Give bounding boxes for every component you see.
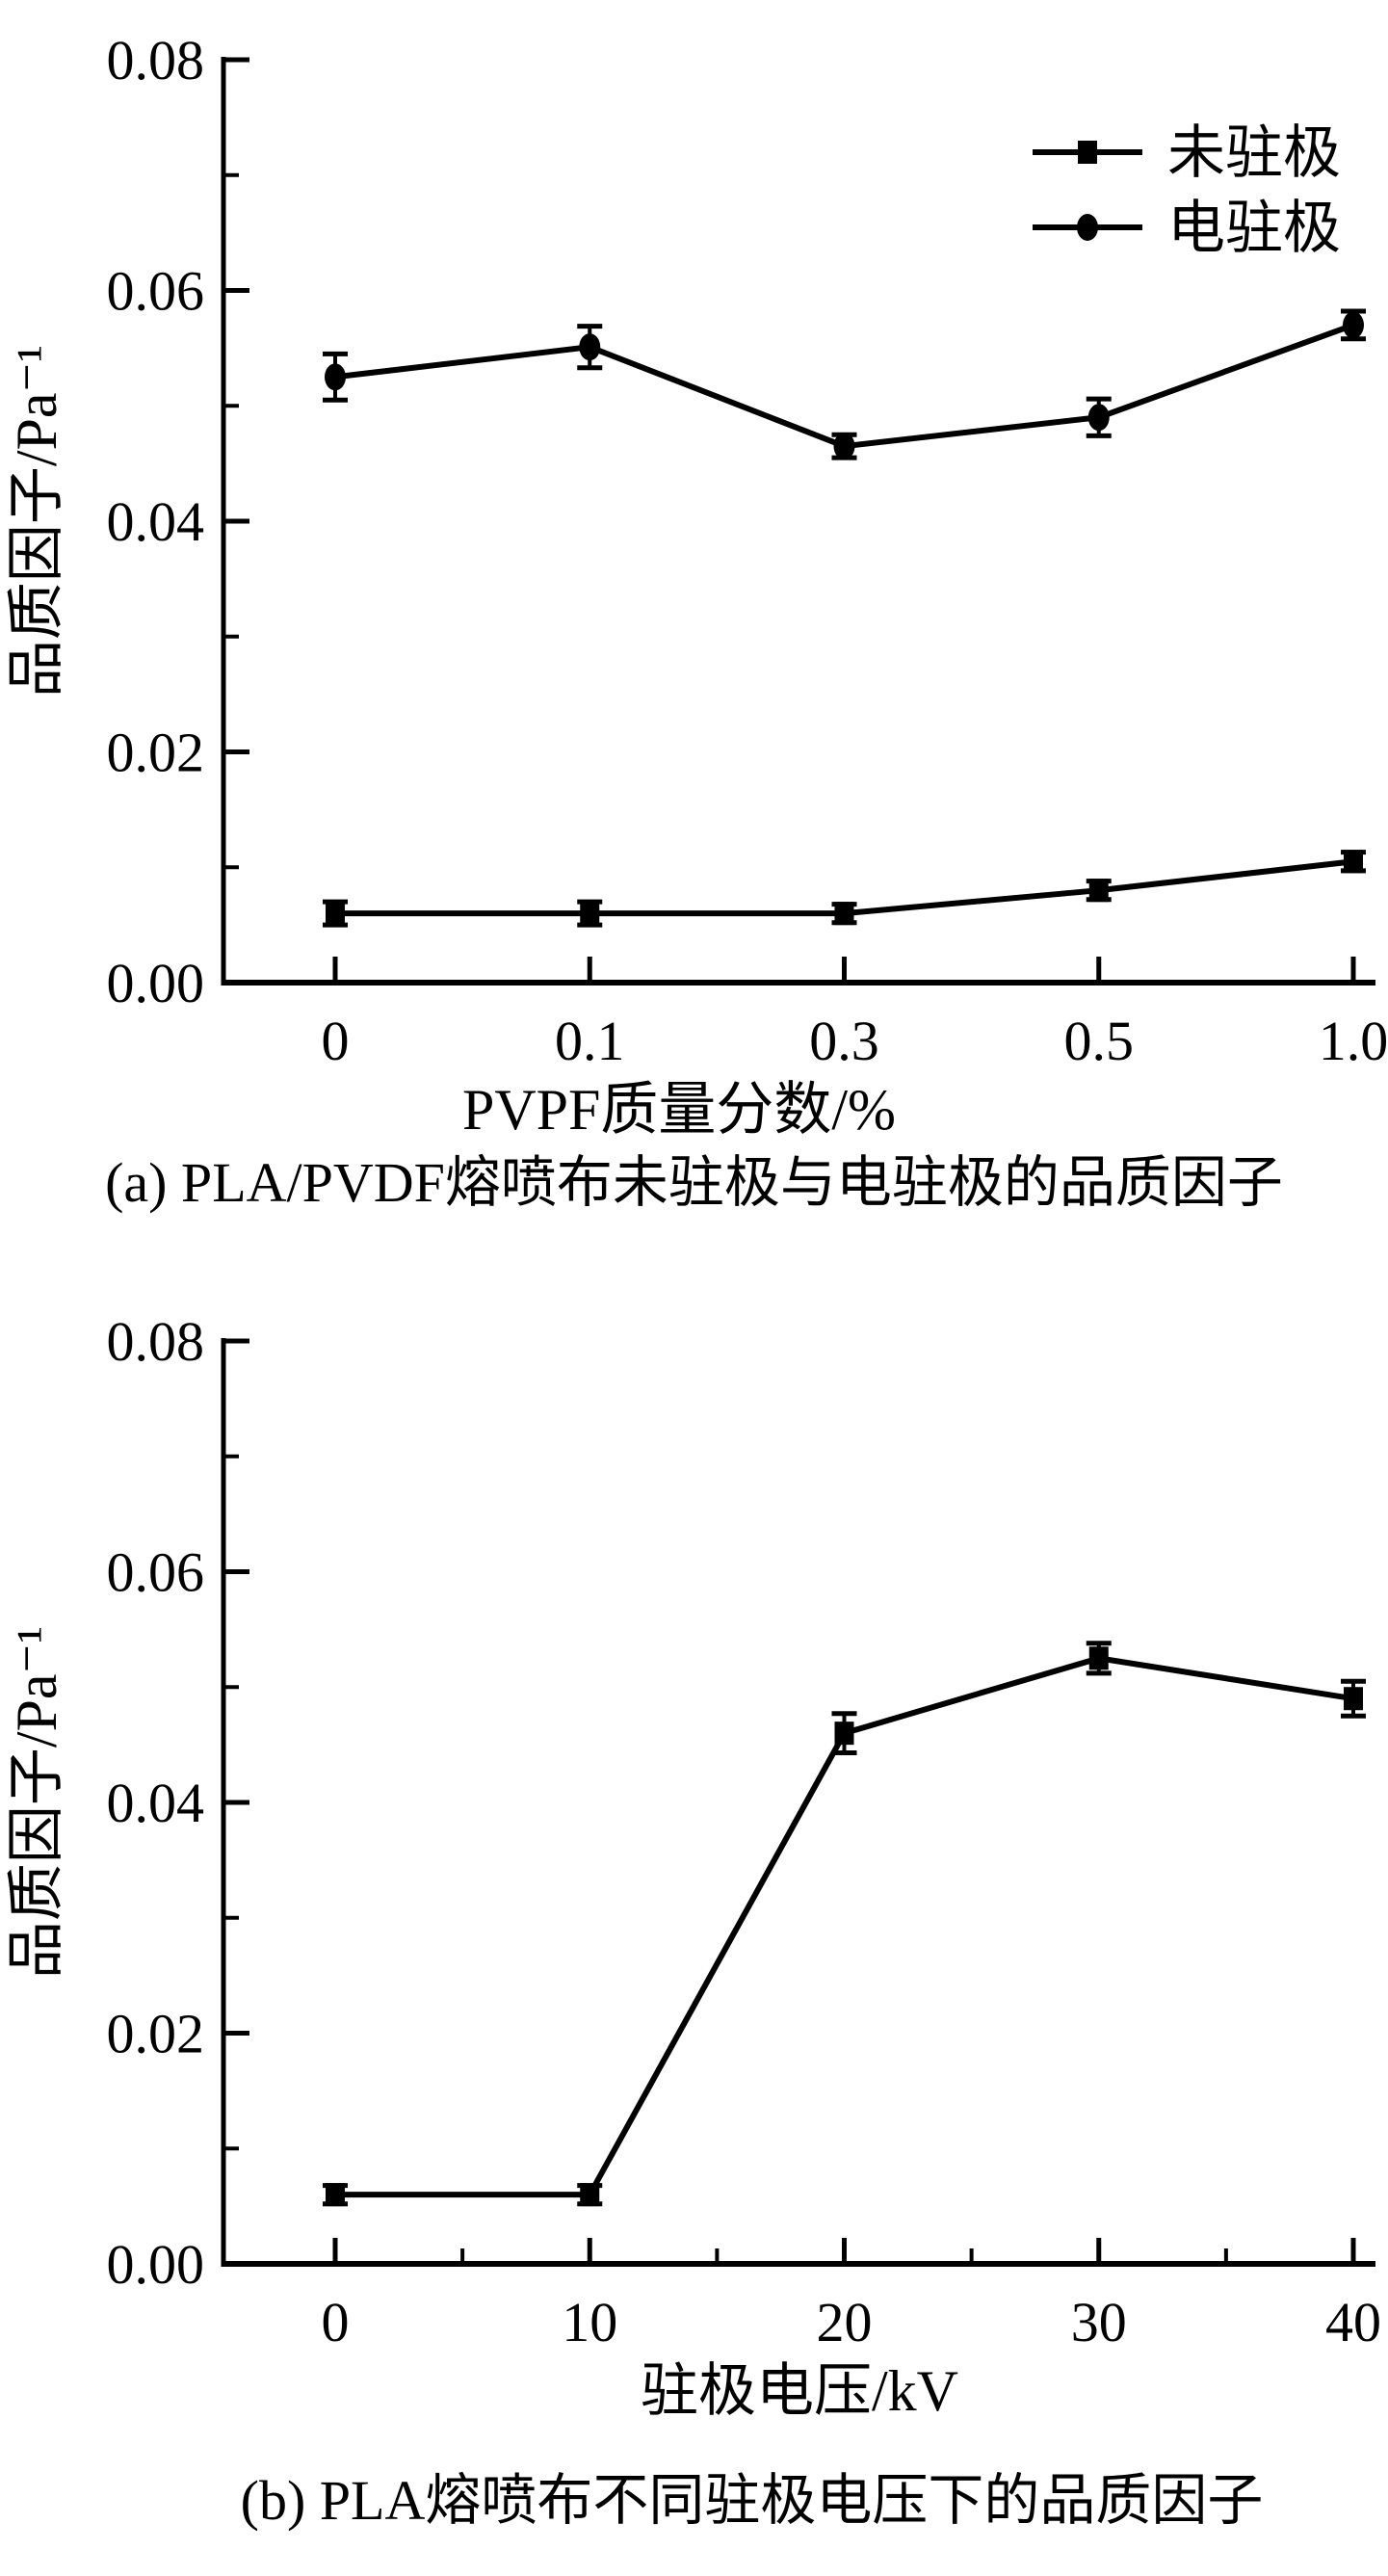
y-tick-label: 0.04 <box>107 1772 205 1834</box>
legend-circle-marker <box>1077 214 1098 241</box>
legend-label: 电驻极 <box>1167 197 1341 260</box>
square-marker <box>326 2183 345 2207</box>
y-tick-label: 0.08 <box>107 29 205 92</box>
y-axis-title: 品质因子/Pa⁻¹ <box>5 345 68 697</box>
x-tick-label: 10 <box>562 2291 617 2353</box>
square-marker <box>580 2183 600 2207</box>
x-tick-label: 0 <box>322 1010 350 1072</box>
x-tick-label: 0.3 <box>809 1010 879 1072</box>
x-tick-label: 1.0 <box>1319 1010 1388 1072</box>
x-tick-label: 0 <box>322 2291 350 2353</box>
square-marker <box>1088 1646 1109 1670</box>
y-tick-label: 0.02 <box>107 2003 205 2065</box>
circle-marker <box>833 433 855 460</box>
y-tick-label: 0.00 <box>107 2233 205 2296</box>
chart-b-caption: (b) PLA熔喷布不同驻极电压下的品质因子 <box>240 2469 1264 2532</box>
legend-square-marker <box>1078 141 1097 164</box>
x-tick-label: 40 <box>1325 2291 1381 2353</box>
y-tick-label: 0.02 <box>107 722 205 784</box>
x-axis-title: PVPF质量分数/% <box>462 1078 896 1142</box>
y-tick-label: 0.00 <box>107 952 205 1014</box>
y-tick-label: 0.06 <box>107 260 205 323</box>
circle-marker <box>1343 311 1364 339</box>
y-axis-title: 品质因子/Pa⁻¹ <box>5 1626 68 1979</box>
series-line <box>334 322 1355 450</box>
square-marker <box>1088 879 1109 903</box>
chart-a-caption: (a) PLA/PVDF熔喷布未驻极与电驻极的品质因子 <box>105 1151 1283 1214</box>
circle-marker <box>1087 404 1110 432</box>
circle-marker <box>325 363 346 391</box>
square-marker <box>834 902 854 926</box>
circle-marker <box>579 333 601 361</box>
y-tick-label: 0.08 <box>107 1310 205 1373</box>
y-tick-label: 0.04 <box>107 490 205 553</box>
square-marker <box>326 902 345 926</box>
x-axis-title: 驻极电压/kV <box>641 2359 958 2423</box>
square-marker <box>1344 1687 1363 1711</box>
chart-a-line-plot: 0.00 0.02 0.04 0.06 0.08 0 0.1 0.3 0.5 1.0 PVPF质量分… <box>5 29 1388 1142</box>
x-tick-label: 0.5 <box>1064 1010 1135 1072</box>
square-marker <box>834 1722 854 1746</box>
x-tick-label: 0.1 <box>555 1010 625 1072</box>
square-marker <box>580 902 600 926</box>
square-marker <box>1344 850 1363 874</box>
x-tick-label: 30 <box>1071 2291 1127 2353</box>
legend-label: 未驻极 <box>1167 121 1341 185</box>
x-tick-label: 20 <box>817 2291 873 2353</box>
chart-b-line-plot: 0.00 0.02 0.04 0.06 0.08 0 10 20 30 40 驻极电压/kV 品质因子… <box>5 1310 1381 2423</box>
y-tick-label: 0.06 <box>107 1541 205 1604</box>
